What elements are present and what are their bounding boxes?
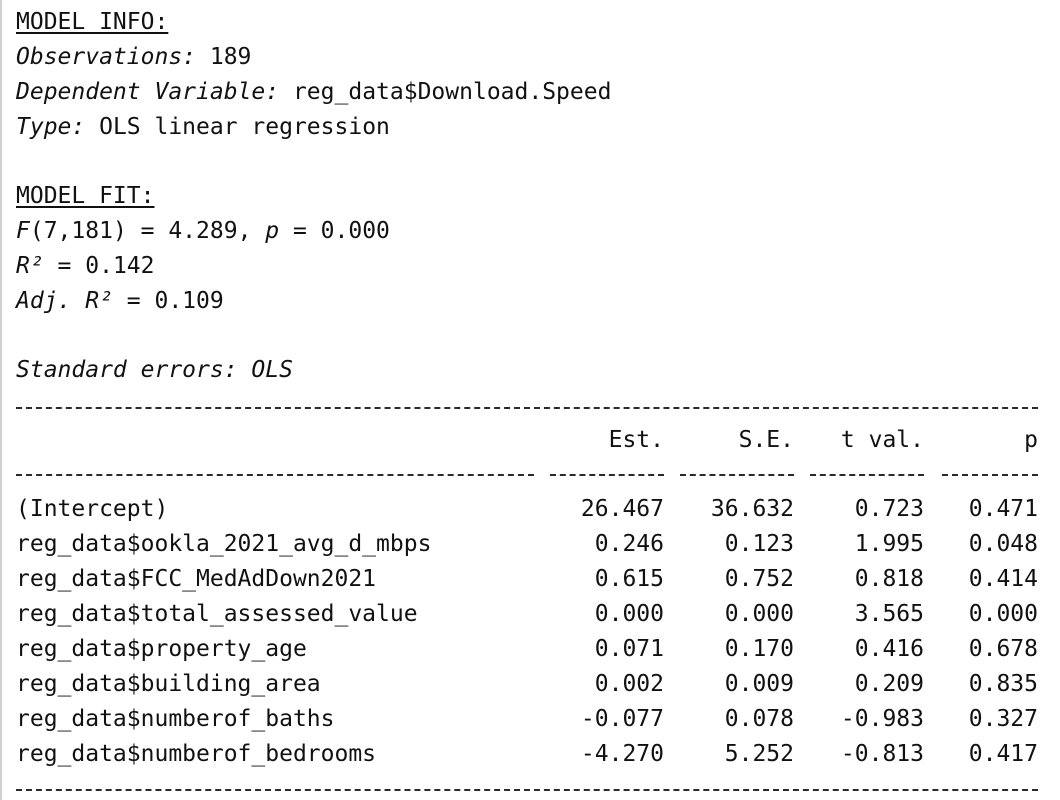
row-se: 0.009 (724, 671, 794, 697)
row-t-val: 3.565 (854, 601, 924, 627)
f-p-value: = 0.000 (279, 218, 390, 244)
row-t-val: 0.416 (854, 636, 924, 662)
adj-r-squared-value: = 0.109 (112, 288, 224, 314)
row-se: 0.123 (724, 531, 794, 557)
model-fit-heading: MODEL FIT: (16, 181, 154, 211)
observations-line: Observations: 189 (16, 42, 251, 72)
row-t-val: -0.813 (840, 741, 924, 767)
r-squared-value: = 0.142 (43, 253, 155, 279)
row-est: 0.246 (594, 531, 664, 557)
row-p: 0.000 (968, 601, 1038, 627)
row-p: 0.048 (968, 531, 1038, 557)
header-rule-p (942, 474, 1038, 476)
model-type-value: OLS linear regression (85, 114, 390, 140)
row-term: reg_data$building_area (16, 671, 321, 697)
row-t-val: -0.983 (840, 706, 924, 732)
header-t-val: t val. (840, 427, 924, 453)
header-rule-est (550, 474, 664, 476)
row-term: reg_data$FCC_MedAdDown2021 (16, 566, 377, 592)
standard-errors-line: Standard errors: OLS (16, 357, 293, 383)
row-t-val: 0.723 (854, 496, 924, 522)
header-rule-se (680, 474, 794, 476)
r-squared-label: R² (16, 253, 44, 279)
row-term: reg_data$property_age (16, 636, 307, 662)
dependent-variable-line: Dependent Variable: reg_data$Download.Sp… (16, 77, 611, 107)
row-se: 36.632 (710, 496, 794, 522)
observations-label: Observations: (16, 44, 197, 70)
header-rule-t (810, 474, 924, 476)
header-rule-term (16, 474, 534, 476)
r-squared-line: R² = 0.142 (16, 251, 154, 281)
row-p: 0.835 (968, 671, 1038, 697)
header-est: Est. (608, 427, 664, 453)
row-se: 0.170 (724, 636, 794, 662)
dependent-variable-label: Dependent Variable: (16, 79, 280, 105)
header-p: p (1024, 427, 1038, 453)
observations-value: 189 (196, 44, 252, 70)
row-est: 0.002 (594, 671, 664, 697)
row-p: 0.417 (968, 741, 1038, 767)
adj-r-squared-label: Adj. R² (16, 288, 113, 314)
row-t-val: 0.209 (854, 671, 924, 697)
model-info-heading-text: MODEL INFO: (16, 9, 169, 35)
model-type-label: Type: (16, 114, 86, 140)
row-est: 0.615 (594, 566, 664, 592)
f-p-label: p (265, 218, 280, 244)
row-p: 0.414 (968, 566, 1038, 592)
f-value: (7,181) = 4.289, (29, 218, 266, 244)
row-term: (Intercept) (16, 496, 169, 522)
row-est: -4.270 (580, 741, 664, 767)
row-t-val: 0.818 (854, 566, 924, 592)
model-type-line: Type: OLS linear regression (16, 112, 390, 142)
row-t-val: 1.995 (854, 531, 924, 557)
model-fit-heading-text: MODEL FIT: (16, 183, 155, 209)
adj-r-squared-line: Adj. R² = 0.109 (16, 286, 224, 316)
f-label: F (16, 218, 30, 244)
model-info-heading: MODEL INFO: (16, 7, 168, 37)
table-bottom-rule (16, 789, 1038, 791)
row-est: 0.071 (594, 636, 664, 662)
row-term: reg_data$numberof_bedrooms (16, 741, 377, 767)
row-se: 0.752 (724, 566, 794, 592)
row-est: 26.467 (580, 496, 664, 522)
row-term: reg_data$total_assessed_value (16, 601, 418, 627)
row-se: 0.078 (724, 706, 794, 732)
row-term: reg_data$ookla_2021_avg_d_mbps (16, 531, 432, 557)
row-p: 0.678 (968, 636, 1038, 662)
dependent-variable-value: reg_data$Download.Speed (279, 79, 612, 105)
table-top-rule (16, 407, 1038, 409)
row-se: 5.252 (724, 741, 794, 767)
row-p: 0.327 (968, 706, 1038, 732)
f-statistic-line: F(7,181) = 4.289, p = 0.000 (16, 216, 390, 246)
row-term: reg_data$numberof_baths (16, 706, 335, 732)
row-est: -0.077 (580, 706, 664, 732)
row-est: 0.000 (594, 601, 664, 627)
header-se: S.E. (738, 427, 794, 453)
row-se: 0.000 (724, 601, 794, 627)
row-p: 0.471 (968, 496, 1038, 522)
